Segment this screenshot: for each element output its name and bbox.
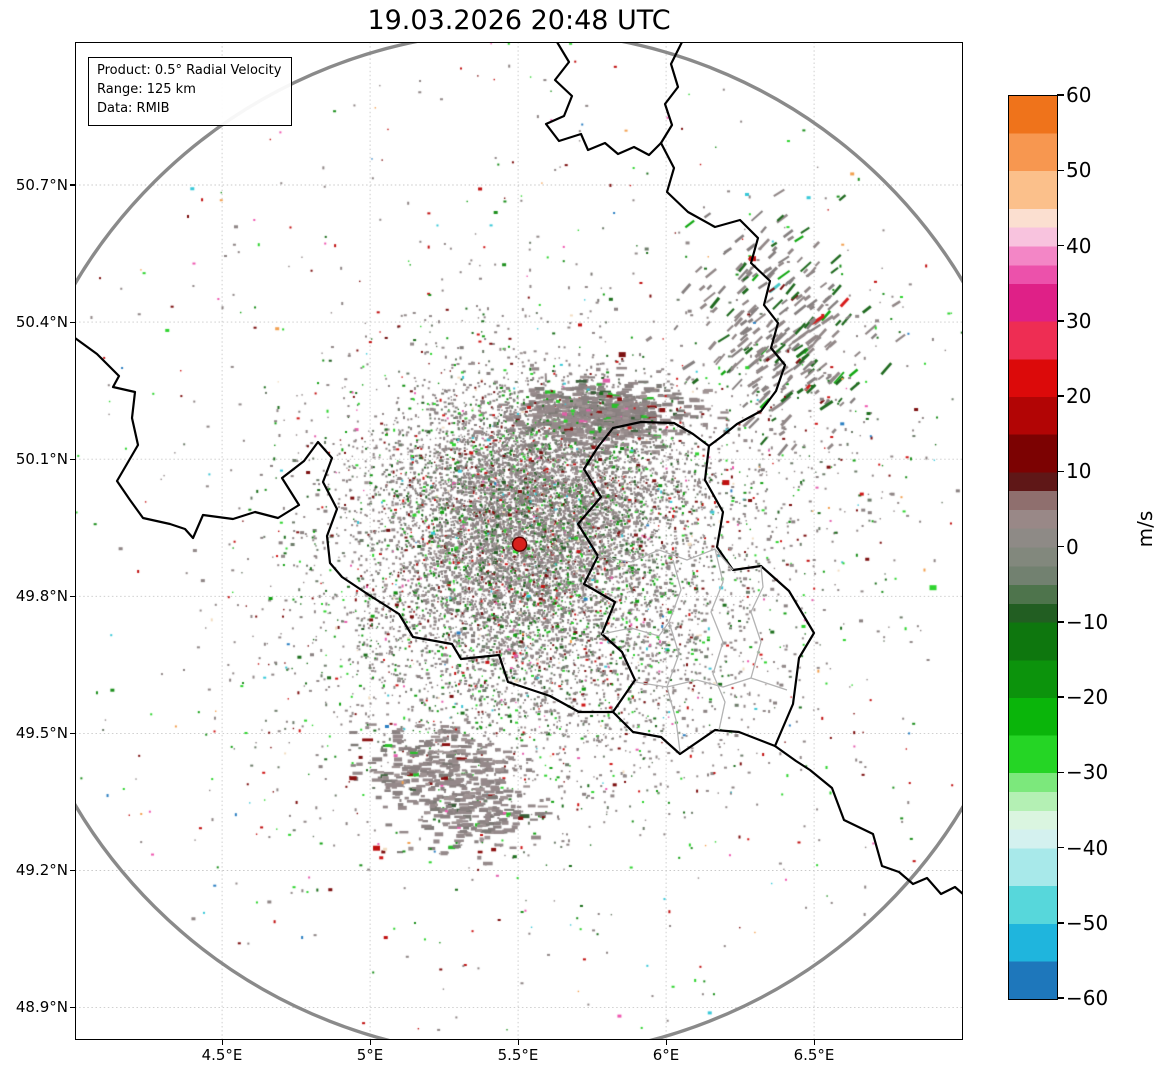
colorbar-tick-label: 10 xyxy=(1066,459,1092,483)
y-tick-label: 50.4°N xyxy=(15,313,68,331)
colorbar-tick-label: 40 xyxy=(1066,234,1092,258)
region-border-luxembourg-6 xyxy=(601,621,670,637)
info-product-line: Product: 0.5° Radial Velocity xyxy=(97,63,282,78)
colorbar-unit-label: m/s xyxy=(1133,510,1157,548)
x-tick-label: 6.5°E xyxy=(793,1046,835,1064)
product-info-box: Product: 0.5° Radial Velocity Range: 125… xyxy=(88,57,293,126)
x-axis-tickmark xyxy=(665,1040,667,1045)
colorbar-tickmark xyxy=(1057,922,1064,924)
radar-site-marker xyxy=(511,536,528,552)
region-border-luxembourg-4 xyxy=(634,677,788,691)
colorbar-tick-label: 20 xyxy=(1066,384,1092,408)
plot-title: 19.03.2026 20:48 UTC xyxy=(367,5,671,36)
x-axis-tickmark xyxy=(517,1040,519,1045)
colorbar-tick-label: −10 xyxy=(1066,610,1109,634)
y-axis-tickmark xyxy=(70,732,75,735)
border-luxembourg xyxy=(576,420,816,756)
region-border-luxembourg-3 xyxy=(710,548,726,731)
colorbar-tickmark xyxy=(1057,244,1064,247)
colorbar-tickmark xyxy=(1057,94,1064,96)
colorbar xyxy=(1008,95,1058,1000)
y-axis-tickmark xyxy=(70,458,75,460)
y-tick-label: 48.9°N xyxy=(15,998,68,1016)
colorbar-tick-label: 50 xyxy=(1066,158,1092,182)
border-belgium-germany xyxy=(659,141,787,448)
colorbar-tick-label: −50 xyxy=(1066,911,1109,935)
colorbar-tick-label: −40 xyxy=(1066,836,1109,860)
y-tick-label: 49.5°N xyxy=(15,724,68,742)
x-tick-label: 6°E xyxy=(652,1046,680,1064)
border-netherlands-limburg xyxy=(544,42,684,157)
colorbar-tickmark xyxy=(1057,621,1064,623)
region-border-luxembourg-1 xyxy=(597,548,734,571)
x-axis-tickmark xyxy=(813,1040,815,1045)
map-overlay-layer xyxy=(75,42,963,1040)
region-border-luxembourg-2 xyxy=(666,559,682,753)
y-tick-label: 50.7°N xyxy=(15,176,68,194)
y-tick-label: 50.1°N xyxy=(15,450,68,468)
y-axis-tickmark xyxy=(70,869,75,872)
y-axis-tickmark xyxy=(70,1007,75,1009)
colorbar-tickmark xyxy=(1057,997,1064,999)
x-tick-label: 4.5°E xyxy=(201,1046,243,1064)
border-france-germany xyxy=(773,744,963,896)
colorbar-tickmark xyxy=(1057,169,1064,171)
colorbar-tickmark xyxy=(1057,320,1064,322)
x-axis-tickmark xyxy=(369,1040,371,1045)
colorbar-tickmark xyxy=(1057,395,1064,397)
y-tick-label: 49.2°N xyxy=(15,861,68,879)
y-axis-tickmark xyxy=(70,184,75,186)
y-axis-tickmark xyxy=(70,321,75,323)
x-tick-label: 5.5°E xyxy=(497,1046,539,1064)
colorbar-tickmark xyxy=(1057,470,1064,472)
colorbar-tick-label: 0 xyxy=(1066,535,1079,559)
region-border-luxembourg-5 xyxy=(750,565,764,679)
info-source-line: Data: RMIB xyxy=(97,100,170,116)
border-france-belgium xyxy=(75,336,615,714)
colorbar-tick-label: −60 xyxy=(1066,986,1109,1010)
colorbar-tickmark xyxy=(1057,696,1064,698)
info-range-line: Range: 125 km xyxy=(97,81,196,97)
colorbar-tick-label: 30 xyxy=(1066,309,1092,333)
map-plot-area: Product: 0.5° Radial Velocity Range: 125… xyxy=(75,42,963,1040)
colorbar-tick-label: 60 xyxy=(1066,83,1092,107)
y-tick-label: 49.8°N xyxy=(15,587,68,605)
x-tick-label: 5°E xyxy=(356,1046,384,1064)
colorbar-tick-label: −20 xyxy=(1066,685,1109,709)
colorbar-tick-label: −30 xyxy=(1066,760,1109,784)
colorbar-tickmark xyxy=(1057,545,1064,548)
colorbar-tickmark xyxy=(1057,771,1064,773)
x-axis-tickmark xyxy=(221,1040,223,1045)
colorbar-gradient xyxy=(1009,96,1057,999)
y-axis-tickmark xyxy=(70,595,75,597)
colorbar-tickmark xyxy=(1057,846,1064,849)
